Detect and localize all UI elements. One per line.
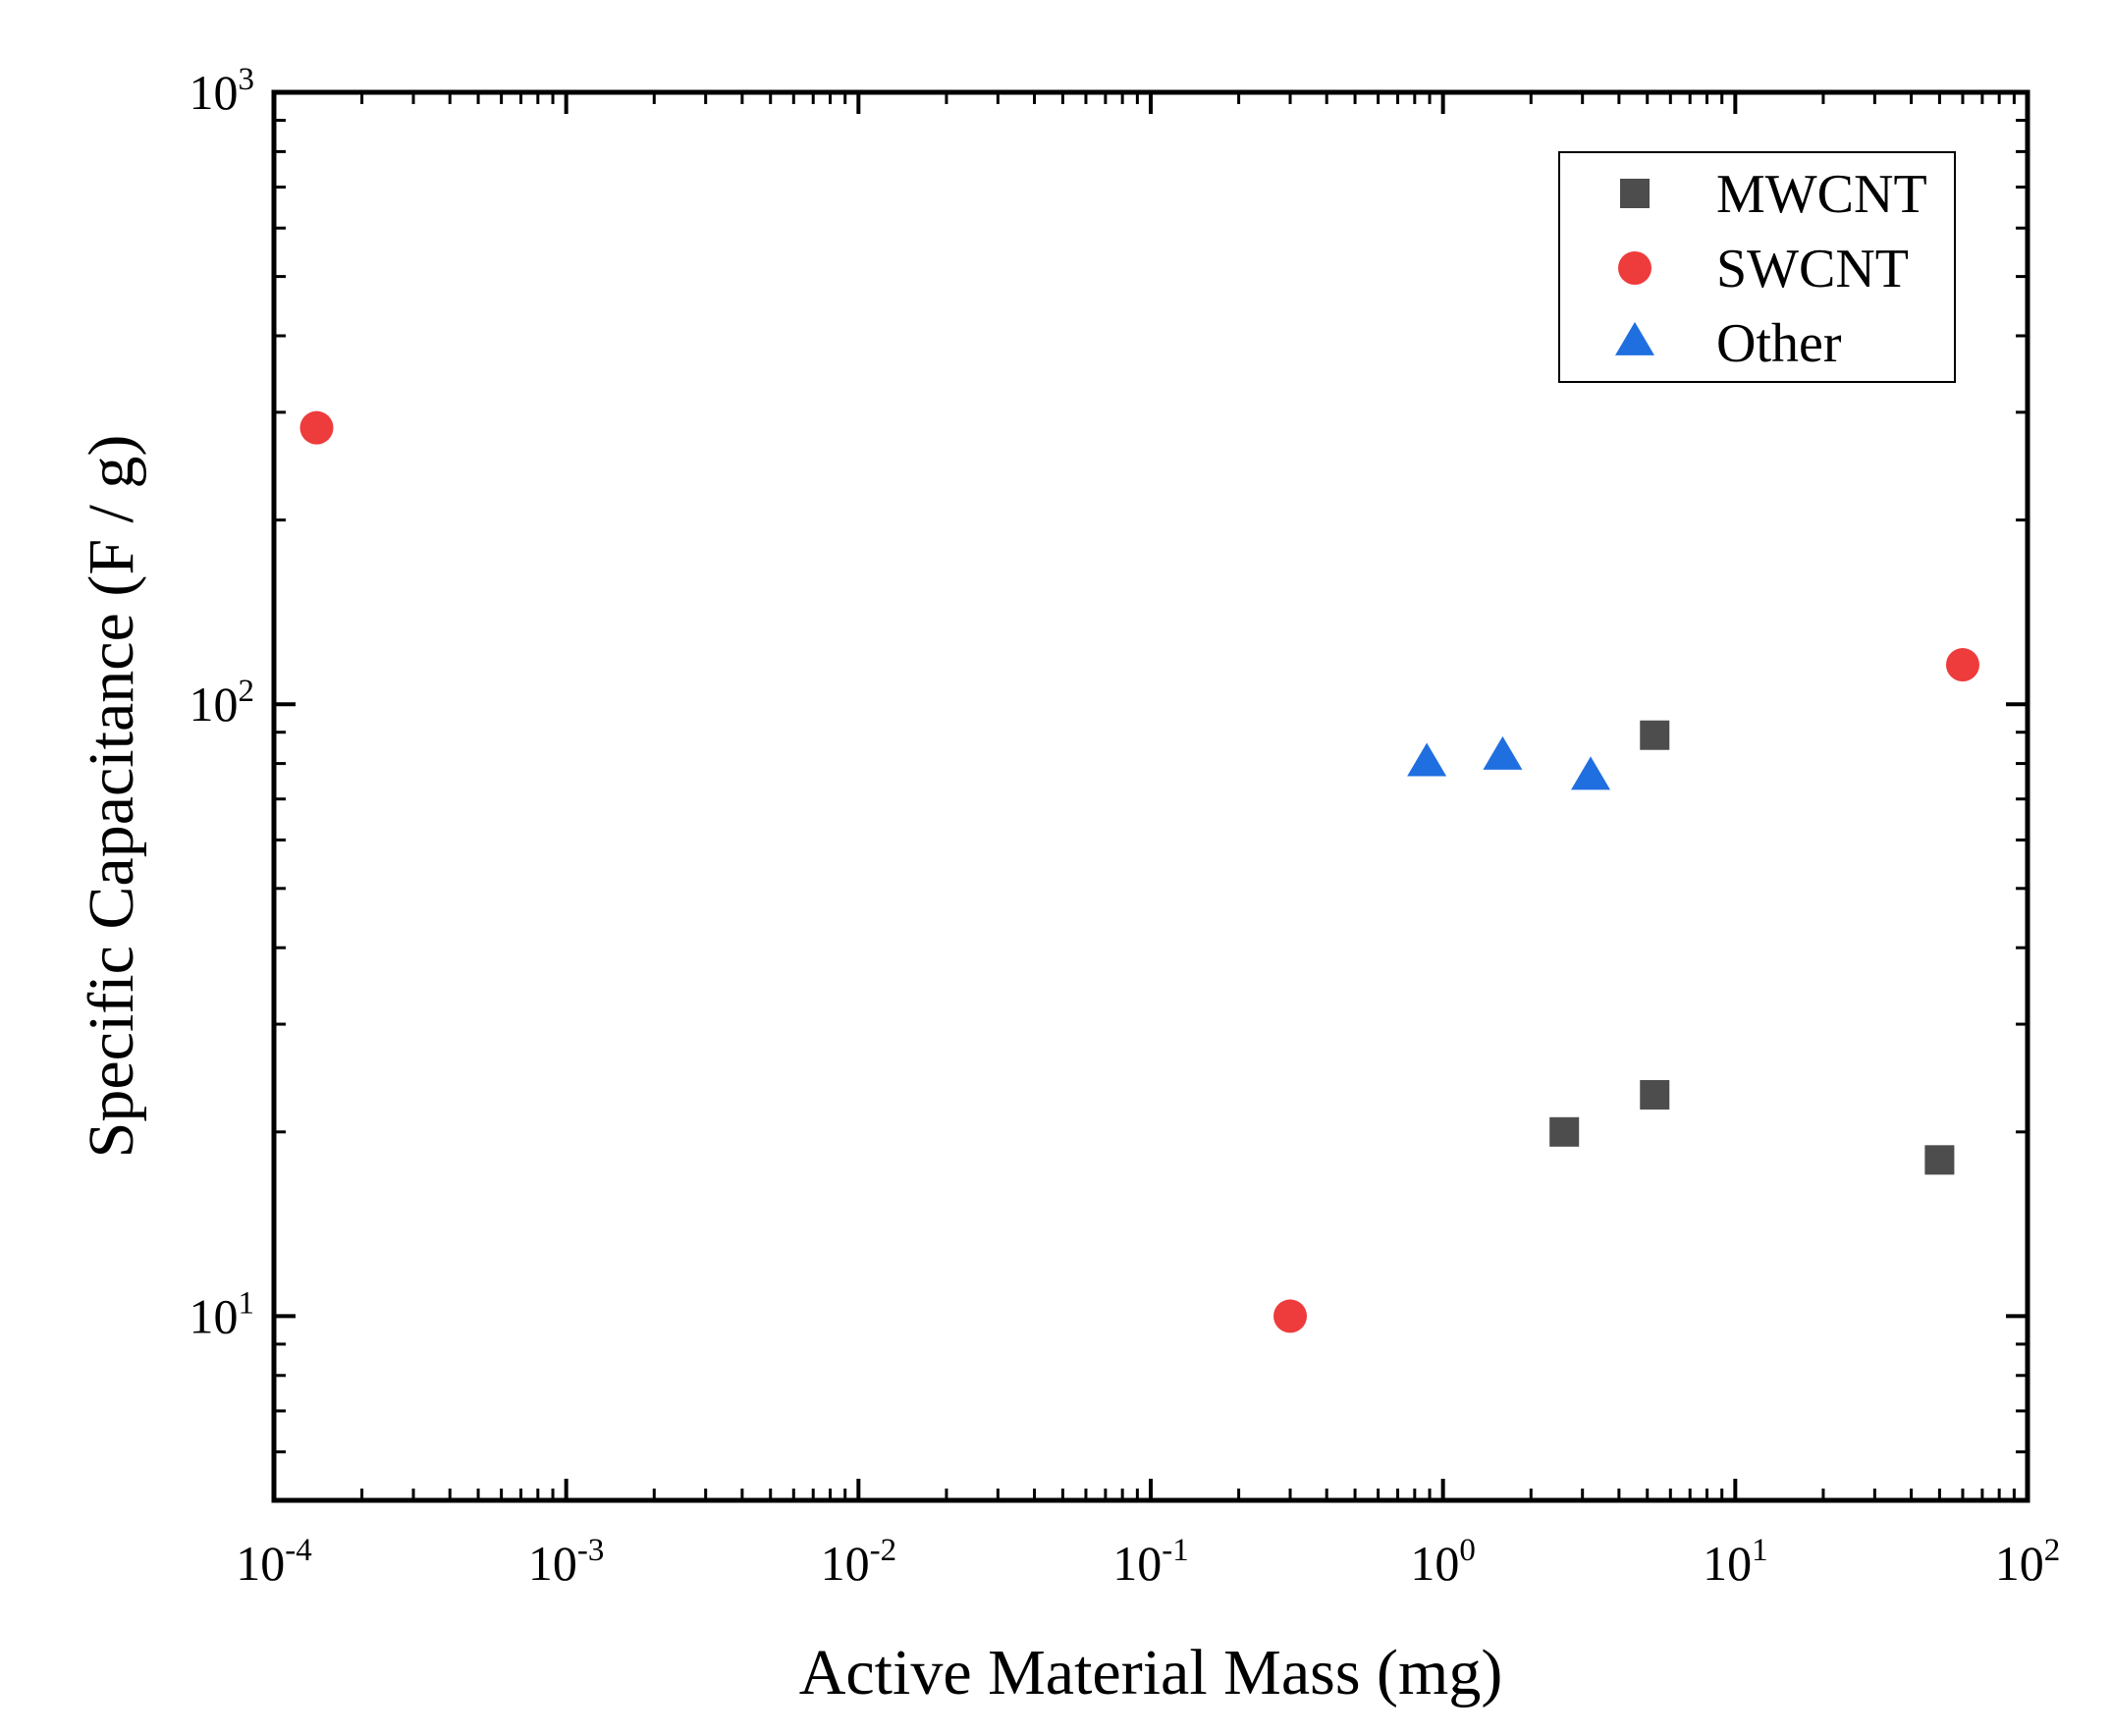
y-tick-label: 103	[189, 62, 255, 120]
y-tick-label: 102	[189, 674, 255, 732]
x-tick-labels: 10-4 10-3 10-2 10-1 100 101 102	[236, 1533, 2060, 1591]
legend: MWCNT SWCNT Other	[1558, 151, 1956, 383]
legend-label-other: Other	[1716, 313, 1842, 374]
mwcnt-point	[1640, 720, 1670, 750]
y-axis-title: Specific Capacitance (F / g)	[76, 435, 147, 1159]
mwcnt-point	[1924, 1145, 1955, 1175]
other-point	[1483, 735, 1523, 770]
x-tick-label: 102	[1995, 1533, 2061, 1591]
swcnt-point	[1273, 1299, 1308, 1333]
legend-label-swcnt: SWCNT	[1716, 239, 1909, 299]
y-tick-label: 101	[189, 1285, 255, 1343]
x-tick-label: 100	[1410, 1533, 1476, 1591]
mwcnt-point	[1549, 1116, 1580, 1147]
legend-marker-mwcnt	[1620, 179, 1650, 208]
mwcnt-point	[1640, 1079, 1670, 1110]
x-tick-label: 10-2	[821, 1533, 897, 1591]
plot-frame	[271, 89, 2030, 1503]
legend-marker-swcnt	[1618, 251, 1651, 285]
other-point	[1571, 756, 1611, 790]
legend-label-mwcnt: MWCNT	[1716, 164, 1927, 225]
x-tick-label: 101	[1703, 1533, 1768, 1591]
x-tick-label: 10-3	[528, 1533, 605, 1591]
y-tick-labels: 101 102 103	[189, 62, 255, 1343]
other-point	[1407, 742, 1447, 777]
legend-marker-other	[1615, 321, 1654, 355]
data-points	[299, 410, 1979, 1333]
x-axis-title: Active Material Mass (mg)	[799, 1637, 1503, 1709]
swcnt-point	[299, 410, 334, 445]
swcnt-point	[1945, 648, 1979, 682]
x-tick-label: 10-1	[1112, 1533, 1189, 1591]
x-tick-label: 10-4	[236, 1533, 312, 1591]
